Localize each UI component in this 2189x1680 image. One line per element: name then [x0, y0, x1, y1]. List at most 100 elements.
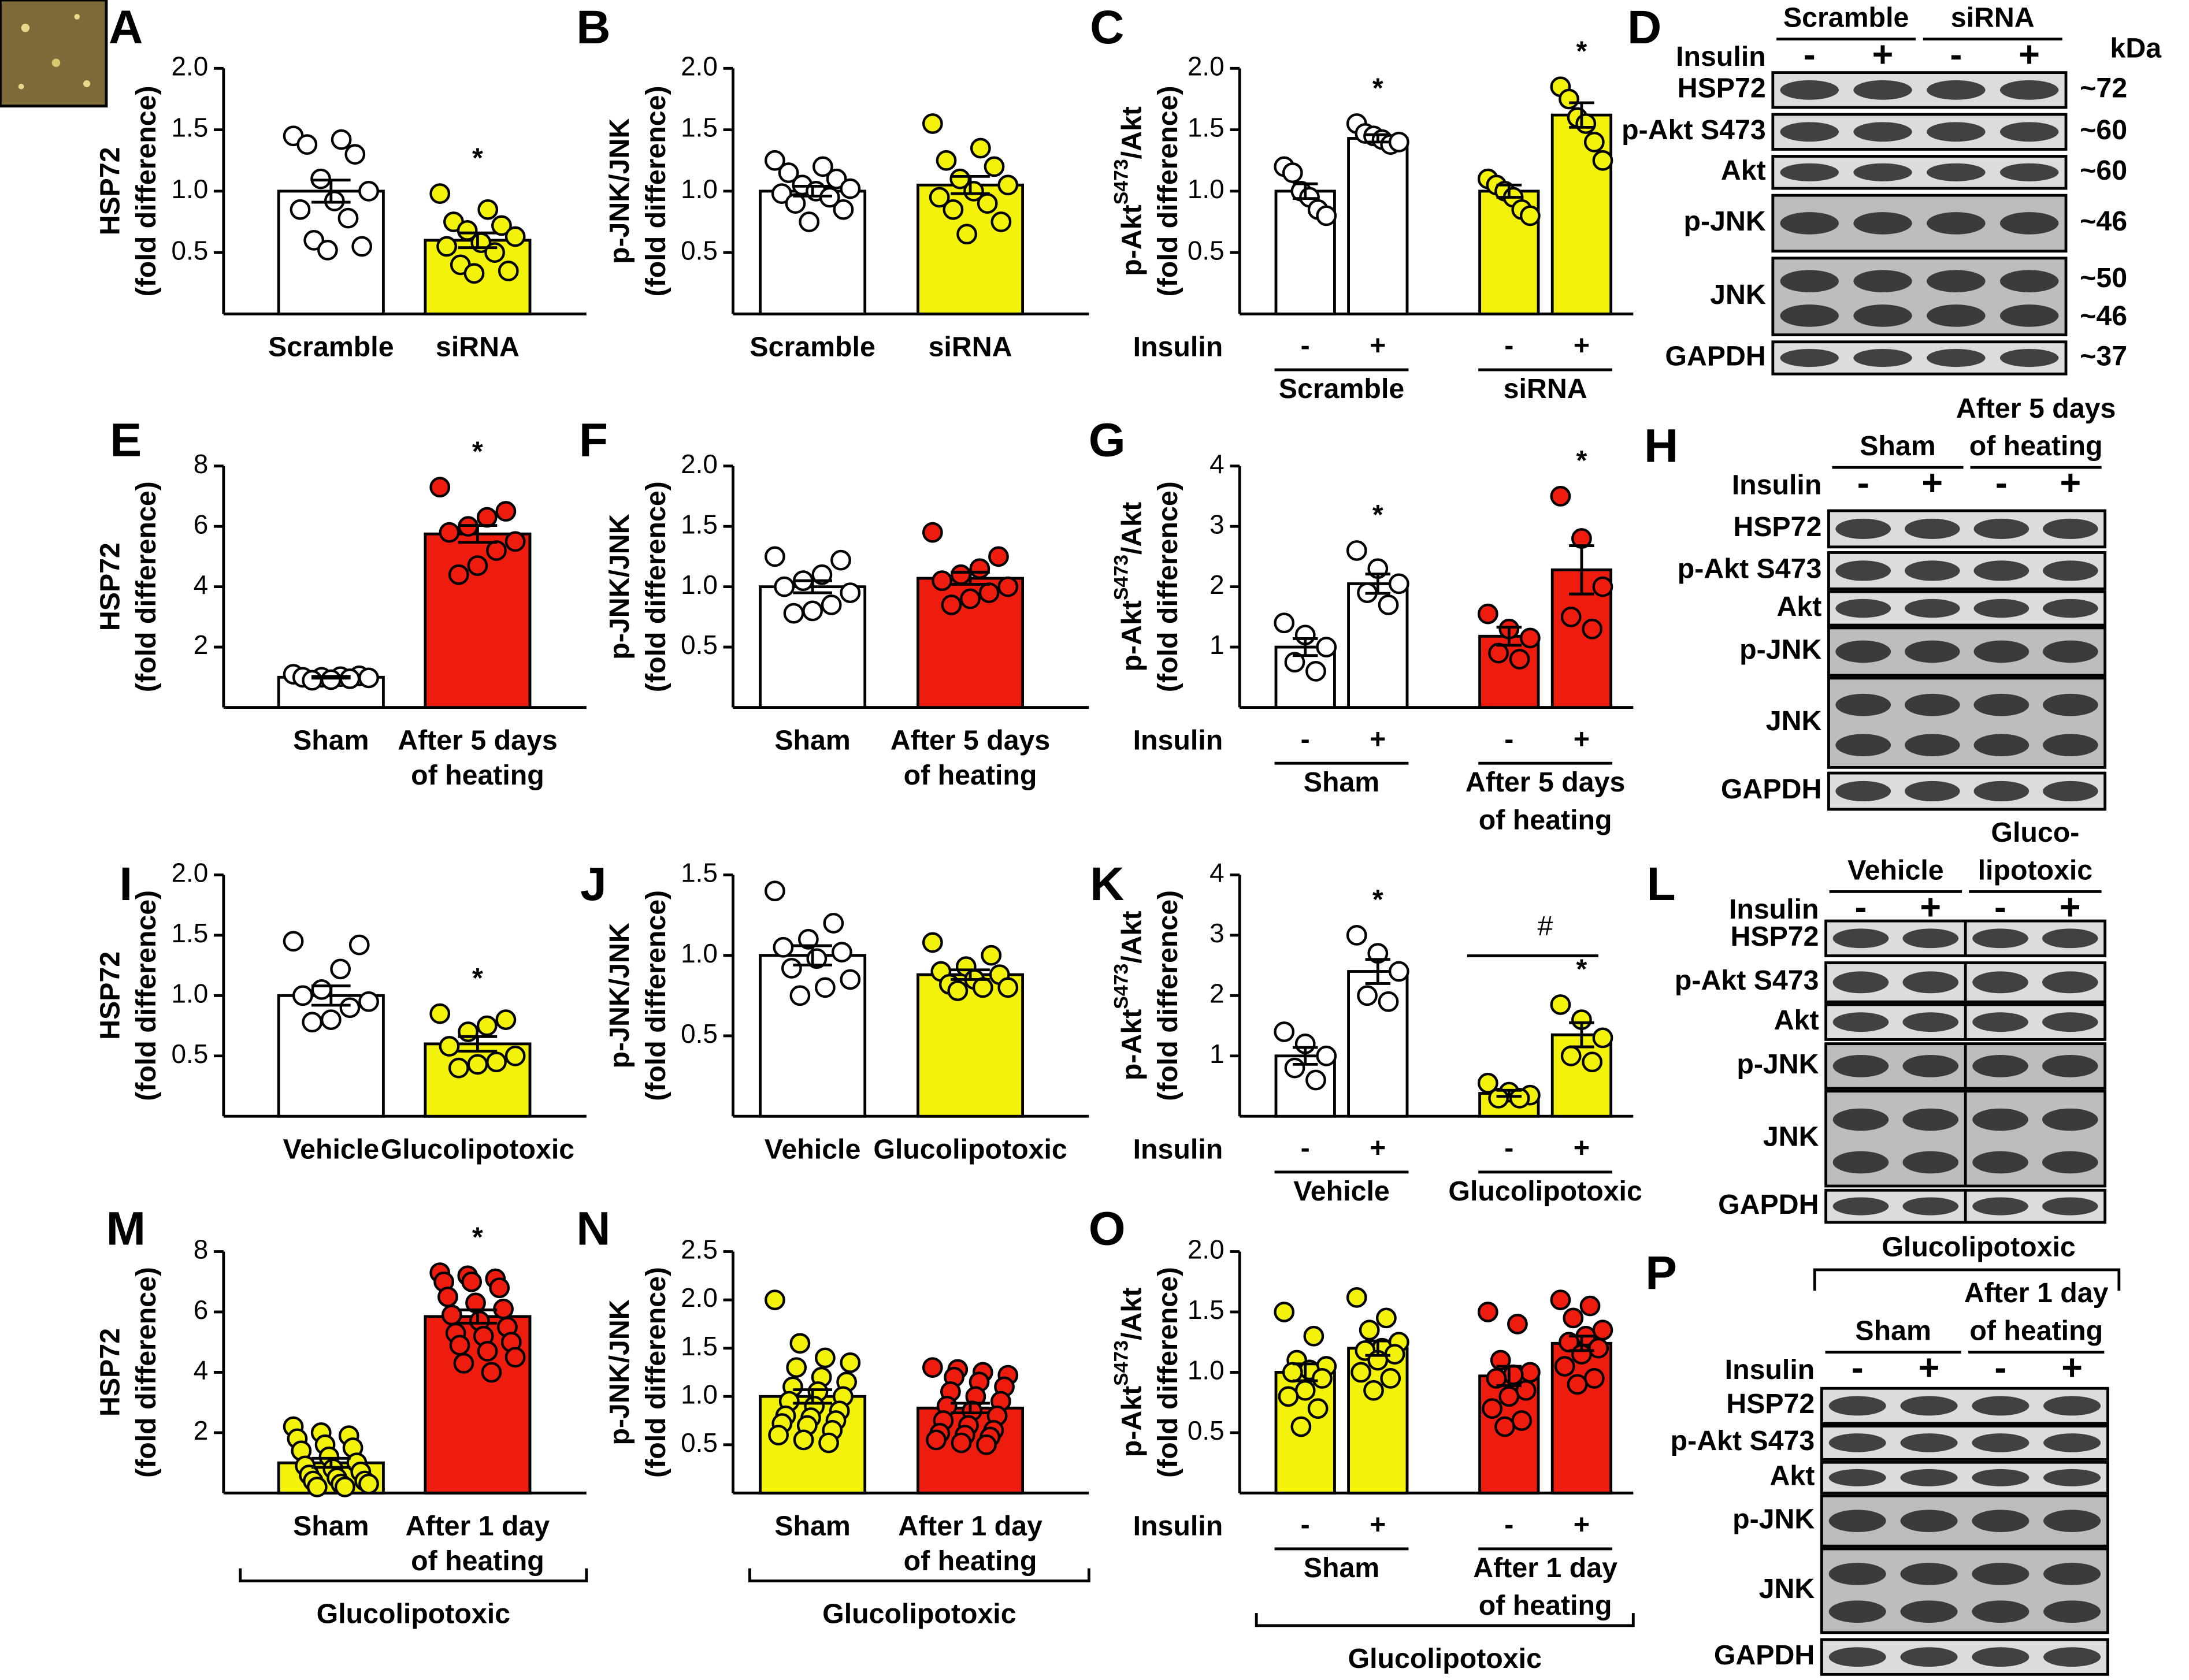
panel-letter: O — [1089, 1202, 1126, 1255]
data-point — [765, 1289, 785, 1310]
data-point — [1282, 162, 1303, 183]
blot-band — [1853, 163, 1912, 181]
blot-band — [2042, 1151, 2098, 1174]
data-point — [802, 600, 823, 622]
data-point — [1290, 1416, 1312, 1437]
y-tick-label: 0.5 — [681, 235, 718, 265]
data-point — [1519, 627, 1541, 649]
group-label: Vehicle — [1293, 1176, 1389, 1207]
data-point — [1363, 1380, 1384, 1401]
data-point — [463, 263, 485, 284]
insulin-sign: - — [1994, 1347, 2006, 1388]
y-label-sup: S473 — [1110, 964, 1132, 1009]
y-label-main: p-Akt — [1116, 1386, 1147, 1457]
data-point — [926, 1429, 947, 1451]
data-point — [1582, 618, 1603, 640]
insulin-sign: + — [1370, 723, 1386, 754]
y-tick-label: 1.0 — [681, 938, 718, 968]
blot-band — [1972, 1647, 2030, 1667]
y-tick-label: 2 — [1209, 978, 1225, 1008]
y-label-rest: /Akt — [1116, 106, 1147, 159]
data-point — [1316, 1045, 1337, 1066]
blot-bracket — [1813, 1268, 2121, 1291]
x-tick-label: Sham — [293, 1510, 369, 1541]
blot-band — [1904, 599, 1960, 618]
blot-band — [1900, 1396, 1958, 1416]
data-point — [1274, 1021, 1295, 1042]
blot-band — [1853, 304, 1912, 327]
insulin-sign: + — [1574, 1132, 1590, 1164]
data-point — [984, 156, 1005, 177]
data-point — [997, 576, 1019, 597]
data-point — [436, 236, 457, 257]
data-point — [1519, 1362, 1541, 1383]
data-point — [1550, 486, 1571, 507]
insulin-sign: + — [1574, 330, 1590, 361]
data-point — [495, 501, 517, 522]
blot-band — [1927, 348, 1986, 367]
insulin-sign: + — [2060, 463, 2082, 503]
blot-row-label: p-JNK — [1737, 1049, 1819, 1080]
blot-row-label: Akt — [1769, 1460, 1815, 1492]
data-point — [1477, 1302, 1498, 1322]
y-axis-label: (fold difference) — [131, 890, 162, 1101]
data-point — [1284, 1057, 1305, 1079]
insulin-sign: + — [1872, 35, 1894, 75]
insulin-label: Insulin — [1133, 1133, 1223, 1165]
blot-band — [2043, 1600, 2101, 1623]
blot-band — [1900, 1510, 1958, 1532]
data-point — [1388, 961, 1409, 982]
blot-group-label: After 5 days — [1956, 393, 2116, 424]
data-point — [337, 207, 359, 229]
blot-group-label: Sham — [1855, 1315, 1931, 1346]
data-point — [429, 183, 451, 205]
data-point — [302, 1012, 323, 1033]
significance-mark: * — [1576, 445, 1587, 477]
significance-mark: * — [472, 436, 483, 467]
insulin-sign: + — [1574, 1509, 1590, 1540]
blot-band — [1780, 212, 1839, 235]
data-point — [1588, 1337, 1609, 1359]
data-point — [922, 522, 943, 543]
x-tick-label: siRNA — [436, 332, 520, 363]
blot-band — [1904, 734, 1960, 757]
blot-band — [1832, 1012, 1889, 1032]
blot-band — [1904, 693, 1960, 716]
data-point — [1305, 1069, 1326, 1091]
panel-letter: H — [1644, 419, 1678, 472]
data-point — [481, 1362, 502, 1383]
blot-band — [1902, 1054, 1959, 1077]
group-label: Sham — [1304, 767, 1380, 798]
y-tick-label: 0.5 — [1188, 1415, 1225, 1445]
blot-band — [1904, 560, 1960, 581]
y-tick-label: 8 — [194, 1235, 209, 1265]
data-point — [334, 1477, 355, 1497]
error-bar — [1365, 958, 1391, 985]
x-tick-label: of heating — [411, 1545, 544, 1577]
insulin-sign: + — [1370, 1509, 1386, 1540]
x-tick-label: Sham — [293, 725, 369, 756]
blot-row-label: JNK — [1766, 705, 1822, 737]
data-point — [929, 187, 950, 208]
blot-band — [2042, 928, 2098, 949]
blot-band — [2043, 1647, 2101, 1667]
data-point — [814, 1347, 836, 1369]
y-axis-label: HSP72 — [94, 951, 125, 1040]
y-axis-label: HSP72 — [94, 542, 125, 631]
kda-label: ~37 — [2080, 340, 2127, 371]
data-point — [1560, 1045, 1582, 1066]
data-point — [765, 546, 785, 567]
y-tick-label: 6 — [194, 509, 209, 539]
x-tick-label: After 5 days — [891, 725, 1050, 756]
error-bar — [1496, 626, 1522, 647]
data-point — [793, 1429, 814, 1451]
error-bar — [458, 231, 498, 250]
y-tick-label: 1.5 — [1188, 113, 1225, 143]
data-point — [941, 594, 962, 615]
data-point — [429, 477, 451, 498]
y-tick-label: 1.0 — [1188, 174, 1225, 204]
data-point — [489, 1277, 510, 1299]
blot-row-label: HSP72 — [1678, 73, 1766, 104]
data-point — [339, 997, 361, 1019]
data-point — [351, 236, 373, 257]
